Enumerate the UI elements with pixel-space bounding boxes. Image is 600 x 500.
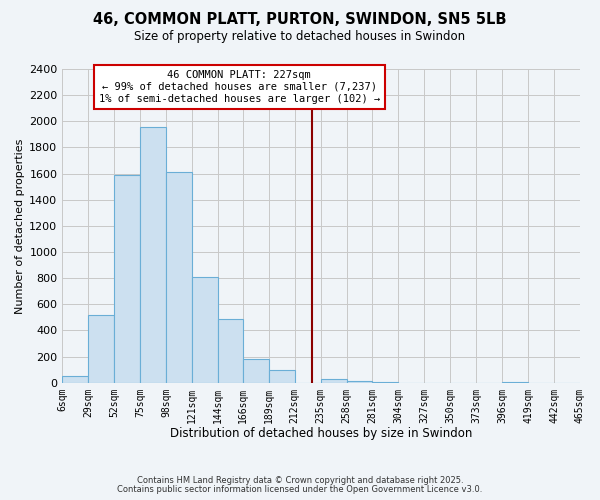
Bar (218, 320, 243, 382)
Y-axis label: Number of detached properties: Number of detached properties (15, 138, 25, 314)
Bar (62, 376, 88, 382)
Text: 46, COMMON PLATT, PURTON, SWINDON, SN5 5LB: 46, COMMON PLATT, PURTON, SWINDON, SN5 5… (93, 12, 507, 28)
Bar (166, 172, 192, 382)
Bar (88, 316, 114, 382)
Text: Size of property relative to detached houses in Swindon: Size of property relative to detached ho… (134, 30, 466, 43)
Bar (140, 126, 166, 382)
Text: Contains public sector information licensed under the Open Government Licence v3: Contains public sector information licen… (118, 485, 482, 494)
Bar (347, 381, 373, 382)
Bar (243, 358, 269, 382)
Bar (114, 175, 140, 382)
Bar (192, 278, 218, 382)
X-axis label: Distribution of detached houses by size in Swindon: Distribution of detached houses by size … (170, 427, 472, 440)
Bar (269, 370, 295, 382)
Bar (320, 379, 347, 382)
Text: Contains HM Land Registry data © Crown copyright and database right 2025.: Contains HM Land Registry data © Crown c… (137, 476, 463, 485)
Text: 46 COMMON PLATT: 227sqm
← 99% of detached houses are smaller (7,237)
1% of semi-: 46 COMMON PLATT: 227sqm ← 99% of detache… (99, 70, 380, 104)
